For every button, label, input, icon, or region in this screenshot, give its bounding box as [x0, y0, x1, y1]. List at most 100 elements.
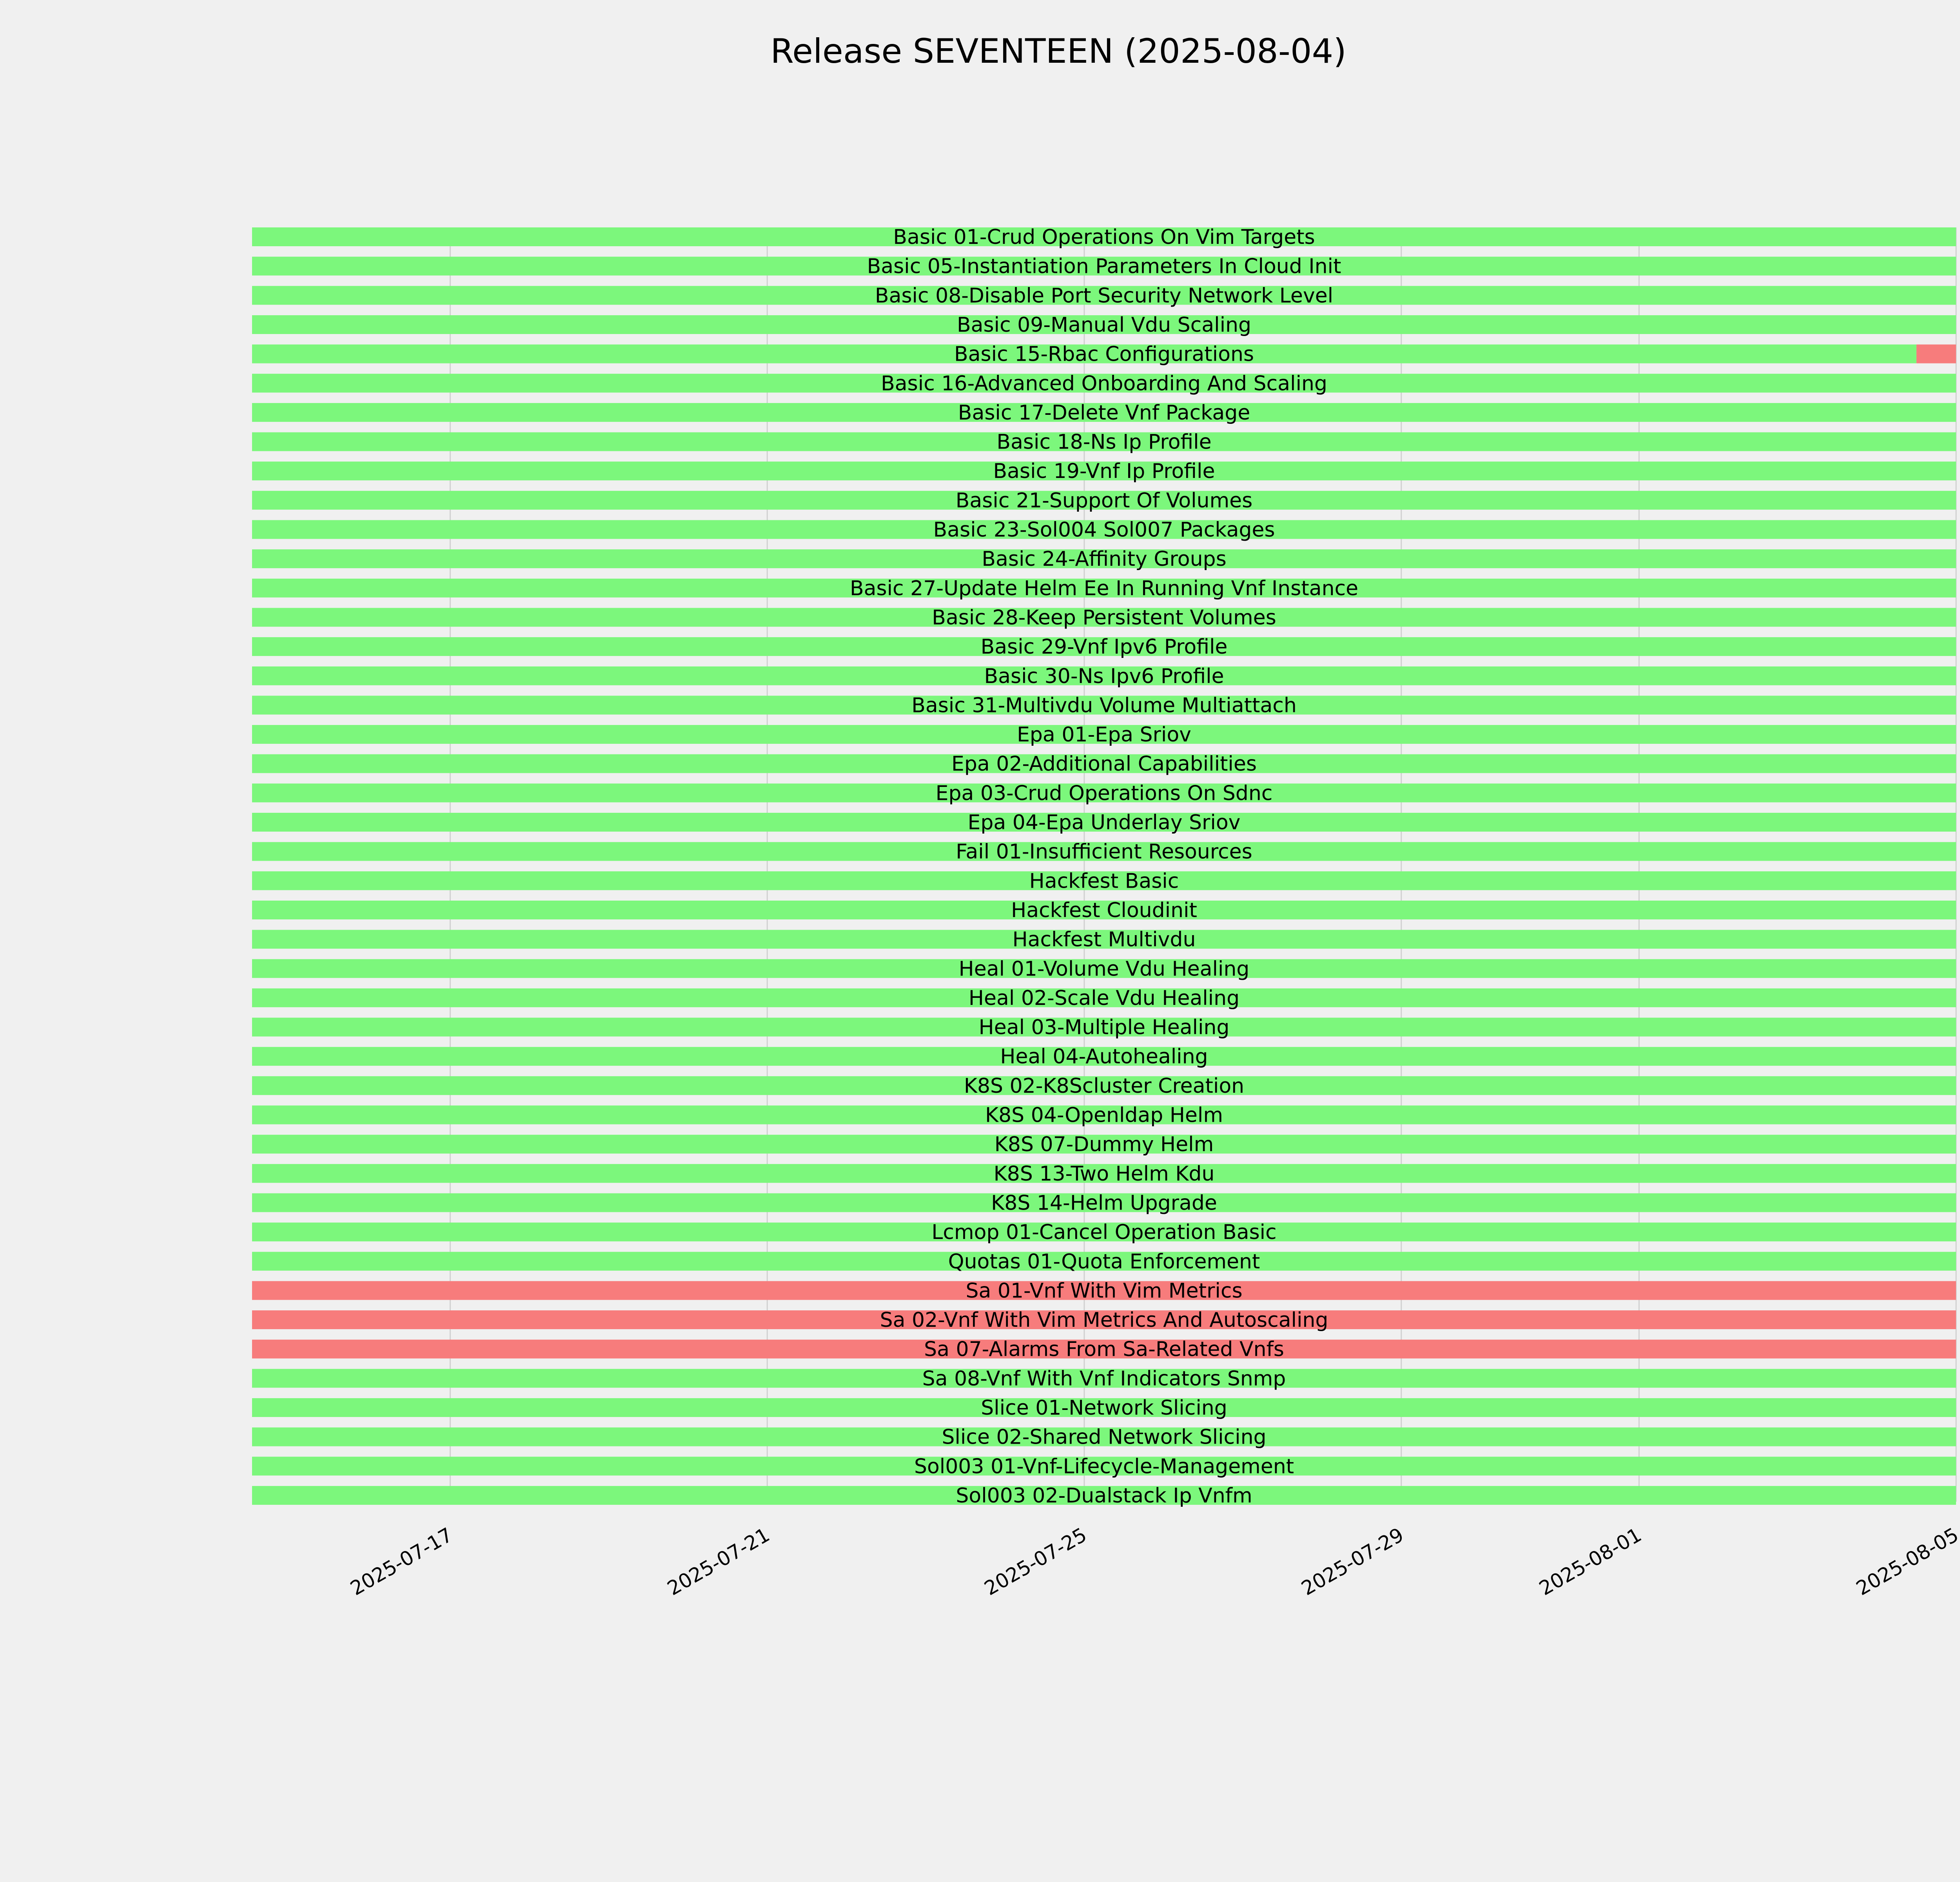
- bar-39-segment-0-pass: [252, 1369, 1956, 1388]
- bar-4-segment-1-fail: [1916, 344, 1956, 363]
- bar-label-9: Basic 21-Support Of Volumes: [956, 489, 1252, 512]
- bar-43-segment-0-pass: [252, 1486, 1956, 1505]
- bar-label-16: Basic 31-Multivdu Volume Multiattach: [911, 694, 1297, 717]
- bar-label-21: Fail 01-Insufficient Resources: [956, 840, 1252, 864]
- bar-label-17: Epa 01-Epa Sriov: [1017, 723, 1191, 747]
- bar-label-36: Sa 01-Vnf With Vim Metrics: [965, 1279, 1242, 1303]
- bar-label-0: Basic 01-Crud Operations On Vim Targets: [893, 225, 1315, 249]
- bar-19-segment-0-pass: [252, 783, 1956, 803]
- bar-label-2: Basic 08-Disable Port Security Network L…: [875, 284, 1333, 307]
- bar-17-segment-0-pass: [252, 725, 1956, 744]
- bar-41-segment-0-pass: [252, 1427, 1956, 1446]
- bar-label-41: Slice 02-Shared Network Slicing: [942, 1426, 1266, 1449]
- x-tick-label-1: 2025-07-21: [664, 1523, 774, 1600]
- bar-label-11: Basic 24-Affinity Groups: [982, 547, 1226, 571]
- bar-label-28: Heal 04-Autohealing: [1000, 1045, 1208, 1068]
- bar-1-segment-0-pass: [252, 256, 1956, 276]
- bar-label-42: Sol003 01-Vnf-Lifecycle-Management: [914, 1455, 1294, 1478]
- bar-3-segment-0-pass: [252, 315, 1956, 334]
- bar-9-segment-0-pass: [252, 490, 1956, 510]
- bar-label-22: Hackfest Basic: [1029, 869, 1179, 893]
- bar-22-segment-0-pass: [252, 871, 1956, 890]
- bar-27-segment-0-pass: [252, 1017, 1956, 1037]
- bar-label-40: Slice 01-Network Slicing: [981, 1396, 1227, 1420]
- bar-35-segment-0-pass: [252, 1252, 1956, 1271]
- bar-16-segment-0-pass: [252, 696, 1956, 715]
- bar-0-segment-0-pass: [252, 227, 1956, 246]
- bar-label-38: Sa 07-Alarms From Sa-Related Vnfs: [924, 1338, 1284, 1361]
- bar-21-segment-0-pass: [252, 842, 1956, 861]
- bar-2-segment-0-pass: [252, 286, 1956, 305]
- bar-11-segment-0-pass: [252, 549, 1956, 569]
- bar-label-23: Hackfest Cloudinit: [1011, 899, 1197, 922]
- bar-36-segment-0-fail: [252, 1281, 1956, 1300]
- bar-29-segment-0-pass: [252, 1076, 1956, 1095]
- bar-label-43: Sol003 02-Dualstack Ip Vnfm: [956, 1484, 1252, 1508]
- bars-layer: [252, 227, 1956, 1505]
- bar-15-segment-0-pass: [252, 666, 1956, 685]
- bar-4-segment-0-pass: [252, 344, 1916, 363]
- bar-label-14: Basic 29-Vnf Ipv6 Profile: [981, 635, 1228, 659]
- bar-label-3: Basic 09-Manual Vdu Scaling: [957, 313, 1251, 337]
- bar-label-4: Basic 15-Rbac Configurations: [954, 343, 1254, 366]
- bar-label-5: Basic 16-Advanced Onboarding And Scaling: [881, 372, 1327, 395]
- bar-label-20: Epa 04-Epa Underlay Sriov: [968, 811, 1241, 834]
- bar-10-segment-0-pass: [252, 520, 1956, 539]
- bar-6-segment-0-pass: [252, 403, 1956, 422]
- bar-25-segment-0-pass: [252, 959, 1956, 978]
- bar-label-12: Basic 27-Update Helm Ee In Running Vnf I…: [850, 577, 1358, 600]
- bar-12-segment-0-pass: [252, 578, 1956, 598]
- bar-38-segment-0-fail: [252, 1339, 1956, 1359]
- bar-label-35: Quotas 01-Quota Enforcement: [948, 1250, 1260, 1273]
- chart-title: Release SEVENTEEN (2025-08-04): [770, 32, 1347, 71]
- bar-labels-layer: Basic 01-Crud Operations On Vim Targets B…: [850, 225, 1358, 1508]
- bar-label-18: Epa 02-Additional Capabilities: [951, 752, 1257, 776]
- bar-label-37: Sa 02-Vnf With Vim Metrics And Autoscali…: [880, 1308, 1328, 1332]
- x-tick-label-5: 2025-08-05: [1852, 1523, 1960, 1600]
- bar-label-25: Heal 01-Volume Vdu Healing: [959, 957, 1250, 981]
- bar-20-segment-0-pass: [252, 813, 1956, 832]
- x-axis-ticks: 2025-07-17 2025-07-21 2025-07-25 2025-07-29…: [347, 1523, 1960, 1600]
- bar-label-10: Basic 23-Sol004 Sol007 Packages: [933, 518, 1275, 542]
- bar-label-29: K8S 02-K8Scluster Creation: [964, 1074, 1244, 1098]
- bar-14-segment-0-pass: [252, 637, 1956, 656]
- bar-23-segment-0-pass: [252, 900, 1956, 919]
- x-tick-label-0: 2025-07-17: [347, 1523, 457, 1600]
- x-tick-label-3: 2025-07-29: [1298, 1523, 1408, 1600]
- x-tick-label-4: 2025-08-01: [1535, 1523, 1646, 1600]
- bar-37-segment-0-fail: [252, 1310, 1956, 1330]
- bar-5-segment-0-pass: [252, 374, 1956, 393]
- bar-label-8: Basic 19-Vnf Ip Profile: [993, 460, 1215, 483]
- bar-18-segment-0-pass: [252, 754, 1956, 773]
- bar-32-segment-0-pass: [252, 1164, 1956, 1183]
- bar-7-segment-0-pass: [252, 432, 1956, 451]
- bar-30-segment-0-pass: [252, 1105, 1956, 1124]
- bar-label-19: Epa 03-Crud Operations On Sdnc: [936, 781, 1273, 805]
- bar-label-27: Heal 03-Multiple Healing: [979, 1016, 1230, 1039]
- bar-label-32: K8S 13-Two Helm Kdu: [994, 1162, 1215, 1186]
- bar-label-26: Heal 02-Scale Vdu Healing: [969, 986, 1240, 1010]
- bar-28-segment-0-pass: [252, 1047, 1956, 1066]
- bar-label-39: Sa 08-Vnf With Vnf Indicators Snmp: [922, 1367, 1286, 1390]
- bar-26-segment-0-pass: [252, 988, 1956, 1007]
- bar-label-33: K8S 14-Helm Upgrade: [991, 1191, 1217, 1215]
- bar-label-1: Basic 05-Instantiation Parameters In Clo…: [867, 255, 1341, 278]
- bar-label-30: K8S 04-Openldap Helm: [985, 1104, 1223, 1127]
- bar-label-13: Basic 28-Keep Persistent Volumes: [932, 606, 1276, 629]
- bar-label-7: Basic 18-Ns Ip Profile: [996, 431, 1211, 454]
- bar-label-34: Lcmop 01-Cancel Operation Basic: [931, 1221, 1276, 1244]
- bar-8-segment-0-pass: [252, 461, 1956, 481]
- bar-40-segment-0-pass: [252, 1398, 1956, 1417]
- bar-label-15: Basic 30-Ns Ipv6 Profile: [984, 665, 1224, 688]
- bar-33-segment-0-pass: [252, 1193, 1956, 1212]
- bar-label-24: Hackfest Multivdu: [1013, 928, 1196, 952]
- bar-31-segment-0-pass: [252, 1135, 1956, 1154]
- bar-13-segment-0-pass: [252, 608, 1956, 627]
- bar-24-segment-0-pass: [252, 930, 1956, 949]
- x-tick-label-2: 2025-07-25: [980, 1523, 1091, 1600]
- bar-42-segment-0-pass: [252, 1457, 1956, 1476]
- bar-label-6: Basic 17-Delete Vnf Package: [958, 401, 1250, 425]
- bar-34-segment-0-pass: [252, 1223, 1956, 1242]
- bar-label-31: K8S 07-Dummy Helm: [995, 1133, 1214, 1156]
